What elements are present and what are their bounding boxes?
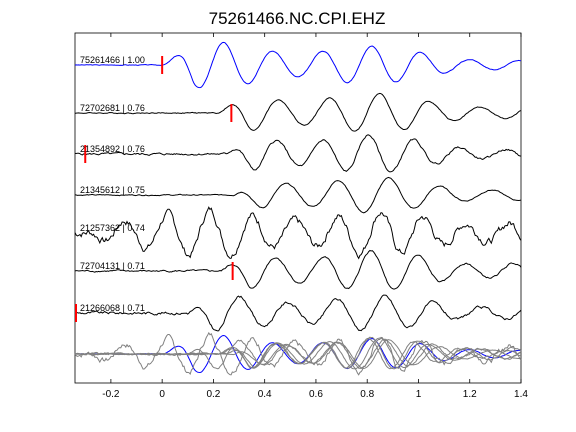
trace-line-0 bbox=[74, 41, 522, 89]
trace-label-5: 72704131 | 0.71 bbox=[80, 261, 145, 271]
stack-trace-3 bbox=[74, 339, 522, 370]
stack-trace-4 bbox=[74, 331, 522, 376]
trace-line-1 bbox=[74, 92, 522, 132]
x-tick-label-2: 0.2 bbox=[206, 389, 220, 400]
x-tick-label-0: -0.2 bbox=[102, 389, 120, 400]
x-axis: -0.2 0 0.2 0.4 0.6 0.8 1 1.2 1.4 bbox=[102, 33, 528, 400]
trace-label-3: 21345612 | 0.75 bbox=[80, 185, 145, 195]
x-tick-label-8: 1.4 bbox=[514, 389, 528, 400]
trace-label-1: 72702681 | 0.76 bbox=[80, 103, 145, 113]
trace-line-2 bbox=[74, 134, 522, 173]
stack-trace-6 bbox=[74, 338, 522, 370]
x-tick-label-6: 1 bbox=[416, 389, 422, 400]
x-tick-label-3: 0.4 bbox=[258, 389, 272, 400]
trace-line-4 bbox=[74, 206, 522, 260]
x-tick-label-1: 0 bbox=[159, 389, 165, 400]
x-tick-label-5: 0.8 bbox=[360, 389, 374, 400]
trace-label-4: 21257362 | 0.74 bbox=[80, 223, 145, 233]
plot-area-frame bbox=[74, 32, 522, 384]
trace-label-6: 21266068 | 0.71 bbox=[80, 303, 145, 313]
x-tick-label-7: 1.2 bbox=[463, 389, 477, 400]
trace-label-0: 75261466 | 1.00 bbox=[80, 55, 145, 65]
trace-label-2: 21354892 | 0.76 bbox=[80, 144, 145, 154]
trace-group bbox=[74, 41, 522, 332]
trace-label-group: 75261466 | 1.00 72702681 | 0.76 21354892 |… bbox=[80, 55, 145, 313]
trace-line-6 bbox=[74, 294, 522, 332]
trace-line-3 bbox=[74, 176, 522, 214]
stacked-overlay-group bbox=[74, 331, 522, 376]
pick-marker-group bbox=[75, 56, 234, 322]
chart-title: 75261466.NC.CPI.EHZ bbox=[209, 9, 386, 28]
x-tick-label-4: 0.6 bbox=[309, 389, 323, 400]
trace-line-5 bbox=[74, 249, 522, 290]
